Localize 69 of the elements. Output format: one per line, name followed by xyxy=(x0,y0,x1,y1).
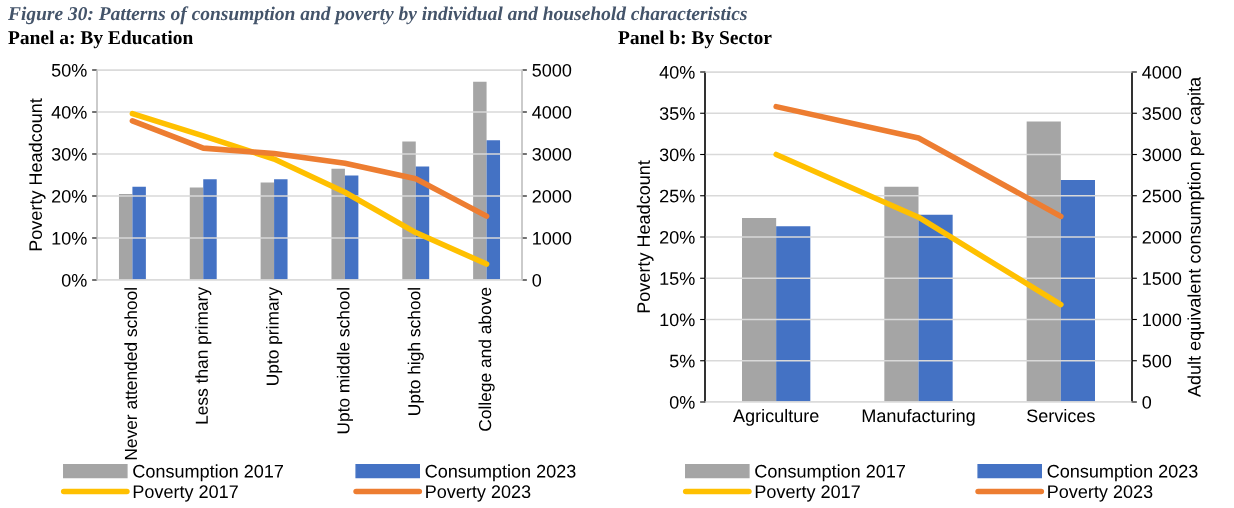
chart-title: Panel b: By Sector xyxy=(618,30,772,49)
legend-label: Consumption 2023 xyxy=(1047,464,1198,482)
bar xyxy=(473,81,487,280)
bar xyxy=(1026,121,1061,402)
bar xyxy=(274,179,288,280)
y2-tick-label: 0 xyxy=(1142,395,1152,409)
legend-label: Poverty 2023 xyxy=(426,485,531,502)
x-tick-label: College and above xyxy=(478,287,495,431)
y2-tick-label: 2000 xyxy=(1142,230,1182,244)
y-tick-label: 0% xyxy=(61,273,87,287)
y2-tick-label: 3500 xyxy=(1142,107,1182,120)
y-tick-label: 0% xyxy=(669,395,695,409)
caption: Figure 30: Patterns of consumption and poverty by individual and household characteristics xyxy=(7,6,747,25)
y2-axis-title: Adult equivalent consumption per capita xyxy=(1187,76,1205,398)
y-tick-label: 20% xyxy=(660,230,695,244)
bar xyxy=(742,218,777,402)
bar xyxy=(1060,180,1095,402)
x-tick-label: Less than primary xyxy=(195,286,212,424)
y2-tick-label: 1500 xyxy=(1143,272,1182,285)
legend-label: Consumption 2023 xyxy=(425,464,576,482)
y-tick-label: 20% xyxy=(52,189,87,203)
bar xyxy=(918,214,953,402)
bar xyxy=(132,186,146,280)
y-tick-label: 5% xyxy=(669,354,695,368)
x-tick-label: Upto high school xyxy=(407,288,424,415)
y-tick-label: 15% xyxy=(660,272,695,285)
y-axis-title: Poverty Headcount xyxy=(636,160,654,313)
y2-tick-label: 500 xyxy=(1142,354,1172,368)
y-tick-label: 40% xyxy=(51,105,87,119)
y2-tick-label: 1000 xyxy=(1143,313,1182,327)
legend-label: Poverty 2017 xyxy=(133,485,238,502)
legend-label: Poverty 2017 xyxy=(755,485,860,502)
bar xyxy=(260,182,275,280)
y2-tick-label: 2500 xyxy=(1142,189,1182,203)
y-tick-label: 35% xyxy=(659,107,695,120)
x-tick-label: Services xyxy=(1027,408,1095,423)
y2-tick-label: 4000 xyxy=(1142,65,1182,79)
y2-tick-label: 5000 xyxy=(532,63,572,77)
bar xyxy=(118,193,133,280)
x-tick-label: Upto middle school xyxy=(336,288,354,434)
y2-tick-label: 2000 xyxy=(532,189,572,203)
y-tick-label: 50% xyxy=(51,63,87,77)
y-tick-label: 10% xyxy=(52,231,87,245)
legend-label: Consumption 2017 xyxy=(133,464,283,482)
y2-tick-label: 3000 xyxy=(1142,148,1182,162)
x-tick-label: Manufacturing xyxy=(862,408,975,426)
y2-tick-label: 1000 xyxy=(533,231,572,245)
legend-label: Poverty 2023 xyxy=(1048,485,1153,502)
y-tick-label: 10% xyxy=(660,313,695,327)
chart-title: Panel a: By Education xyxy=(8,30,193,49)
x-tick-label: Agriculture xyxy=(733,408,819,426)
y2-tick-label: 3000 xyxy=(532,147,572,161)
bar xyxy=(203,179,217,280)
bar xyxy=(486,140,501,280)
legend-label: Consumption 2017 xyxy=(755,464,905,482)
y2-tick-label: 4000 xyxy=(532,105,572,119)
y-tick-label: 40% xyxy=(659,65,695,79)
x-tick-label: Never attended school xyxy=(124,288,138,460)
x-tick-label: Upto primary xyxy=(265,286,283,385)
bar xyxy=(331,168,345,280)
bar xyxy=(884,186,919,402)
y-tick-label: 25% xyxy=(660,189,695,203)
bar xyxy=(402,141,416,280)
y2-tick-label: 0 xyxy=(532,273,542,287)
y-tick-label: 30% xyxy=(51,147,87,161)
bar xyxy=(189,187,204,280)
y-tick-label: 30% xyxy=(659,148,695,162)
y-axis-title: Poverty Headcount xyxy=(28,98,46,251)
bar xyxy=(776,226,811,402)
